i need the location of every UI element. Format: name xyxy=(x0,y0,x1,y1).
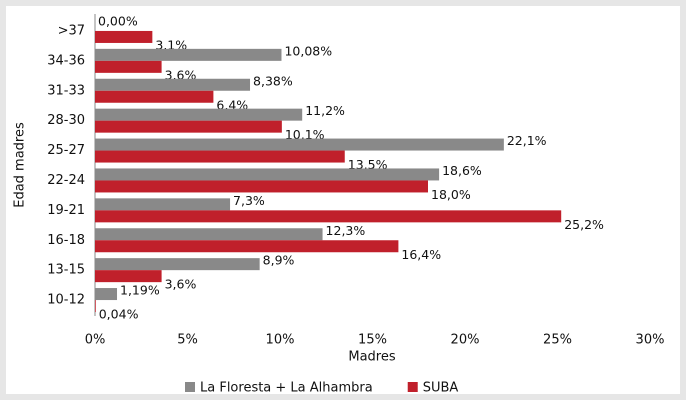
value-label: 3,1% xyxy=(155,37,187,52)
bar xyxy=(95,120,282,133)
value-label: 18,0% xyxy=(431,187,471,202)
legend-label: La Floresta + La Alhambra xyxy=(200,381,373,396)
value-label: 8,9% xyxy=(263,253,295,268)
value-label: 10,08% xyxy=(284,43,332,58)
bar xyxy=(95,300,96,313)
value-label: 3,6% xyxy=(165,67,197,82)
value-label: 22,1% xyxy=(507,133,547,148)
legend-swatch xyxy=(185,382,195,392)
bar xyxy=(95,90,214,103)
x-tick-label: 20% xyxy=(451,333,480,348)
bar xyxy=(95,180,428,193)
bar xyxy=(95,150,345,163)
value-label: 8,38% xyxy=(253,73,293,88)
y-tick-label: 22-24 xyxy=(47,173,85,188)
x-tick-label: 25% xyxy=(543,333,572,348)
value-label: 12,3% xyxy=(326,223,366,238)
value-label: 6,4% xyxy=(216,97,248,112)
legend-label: SUBA xyxy=(423,381,459,396)
bar xyxy=(95,138,504,151)
value-label: 1,19% xyxy=(120,283,160,298)
bar xyxy=(95,240,399,253)
value-label: 0,04% xyxy=(99,307,139,322)
x-tick-label: 10% xyxy=(266,333,295,348)
y-tick-label: 31-33 xyxy=(47,83,85,98)
legend-swatch xyxy=(407,382,418,392)
bar xyxy=(95,168,440,181)
value-label: 13,5% xyxy=(348,157,388,172)
y-tick-label: 34-36 xyxy=(47,53,85,68)
x-tick-label: 0% xyxy=(85,333,106,348)
x-tick-label: 15% xyxy=(358,333,387,348)
bar xyxy=(95,108,303,121)
x-tick-label: 30% xyxy=(636,333,665,348)
bar xyxy=(95,258,260,271)
bar xyxy=(95,228,323,241)
bar xyxy=(95,30,153,43)
y-tick-label: 19-21 xyxy=(47,203,85,218)
bar xyxy=(95,210,562,223)
y-tick-label: >37 xyxy=(58,23,85,38)
y-tick-label: 28-30 xyxy=(47,113,85,128)
x-axis-title: Madres xyxy=(348,350,395,365)
bar xyxy=(95,48,282,61)
bar xyxy=(95,78,251,91)
y-tick-label: 13-15 xyxy=(47,263,85,278)
y-tick-label: 10-12 xyxy=(47,293,85,308)
bar xyxy=(95,270,162,283)
bar xyxy=(95,288,118,301)
x-tick-label: 5% xyxy=(177,333,198,348)
bar xyxy=(95,198,231,211)
y-axis-title: Edad madres xyxy=(13,122,28,208)
value-label: 0,00% xyxy=(98,13,138,28)
value-label: 7,3% xyxy=(233,193,265,208)
value-label: 16,4% xyxy=(401,247,441,262)
value-label: 18,6% xyxy=(442,163,482,178)
y-tick-label: 25-27 xyxy=(47,143,85,158)
value-label: 3,6% xyxy=(165,277,197,292)
value-label: 11,2% xyxy=(305,103,345,118)
value-label: 25,2% xyxy=(564,217,604,232)
bar xyxy=(95,60,162,73)
y-tick-label: 16-18 xyxy=(47,233,85,248)
value-label: 10,1% xyxy=(285,127,325,142)
